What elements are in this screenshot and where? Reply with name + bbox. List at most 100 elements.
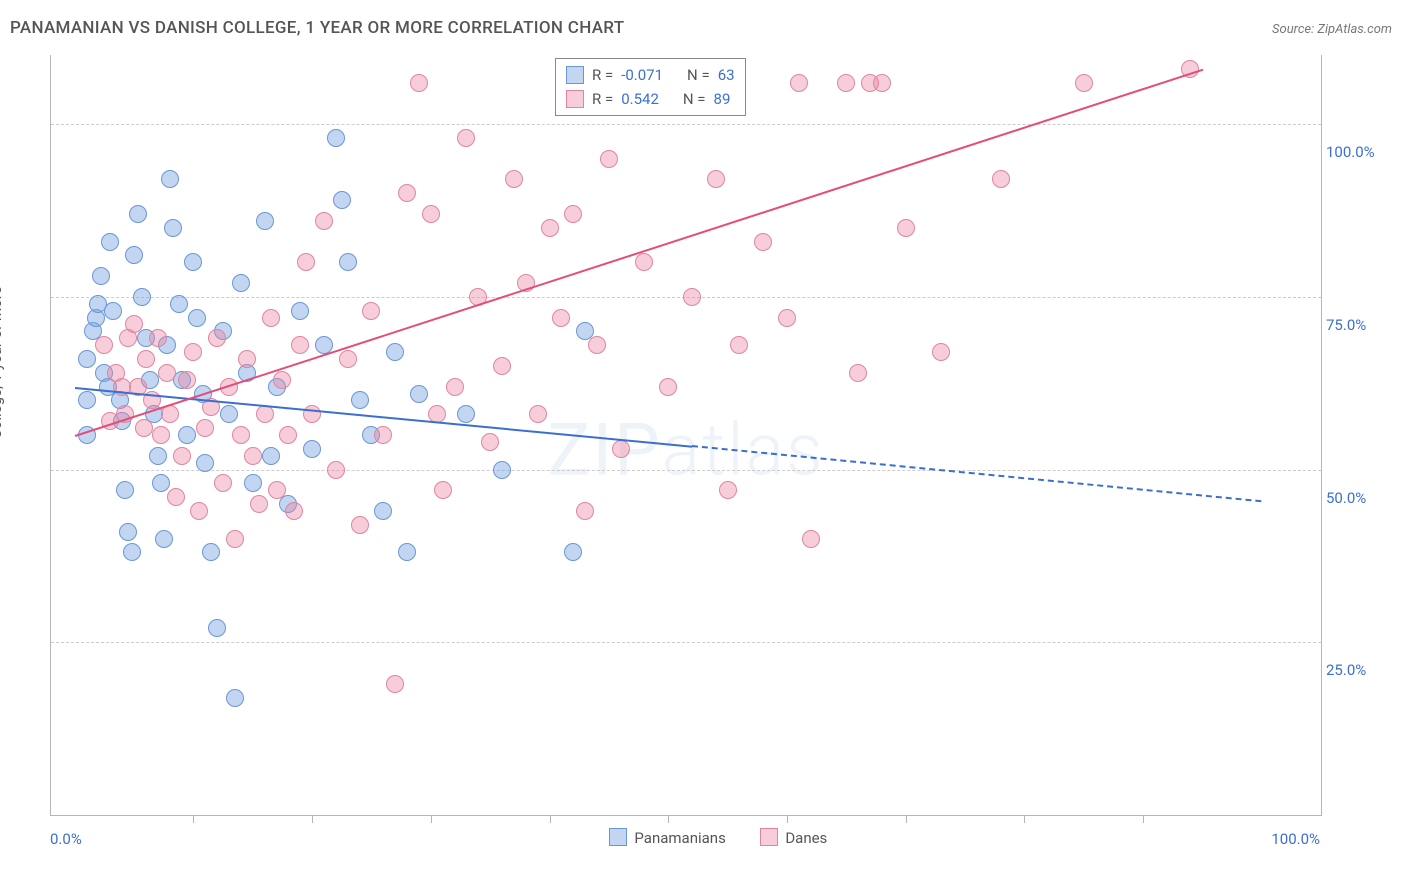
data-point-panamanians bbox=[116, 481, 134, 499]
data-point-danes bbox=[552, 309, 570, 327]
x-tick bbox=[1024, 815, 1025, 823]
legend-bottom: Panamanians Danes bbox=[0, 828, 1406, 847]
data-point-panamanians bbox=[184, 253, 202, 271]
data-point-panamanians bbox=[178, 426, 196, 444]
r-label: R = bbox=[592, 90, 613, 108]
x-tick bbox=[668, 815, 669, 823]
data-point-danes bbox=[481, 433, 499, 451]
n-label: N = bbox=[687, 66, 710, 84]
data-point-panamanians bbox=[398, 543, 416, 561]
data-point-panamanians bbox=[119, 523, 137, 541]
data-point-danes bbox=[256, 405, 274, 423]
data-point-panamanians bbox=[327, 129, 345, 147]
data-point-panamanians bbox=[374, 502, 392, 520]
data-point-danes bbox=[707, 170, 725, 188]
data-point-danes bbox=[576, 502, 594, 520]
data-point-panamanians bbox=[386, 343, 404, 361]
data-point-danes bbox=[992, 170, 1010, 188]
data-point-danes bbox=[873, 74, 891, 92]
data-point-danes bbox=[802, 530, 820, 548]
data-point-panamanians bbox=[78, 350, 96, 368]
x-tick bbox=[906, 815, 907, 823]
y-tick-label: 100.0% bbox=[1326, 143, 1386, 161]
data-point-danes bbox=[434, 481, 452, 499]
data-point-danes bbox=[362, 302, 380, 320]
data-point-danes bbox=[730, 336, 748, 354]
x-tick bbox=[787, 815, 788, 823]
data-point-danes bbox=[226, 530, 244, 548]
data-point-danes bbox=[529, 405, 547, 423]
data-point-danes bbox=[897, 219, 915, 237]
gridline bbox=[51, 470, 1321, 471]
data-point-danes bbox=[137, 350, 155, 368]
plot-area: ZIPatlas 25.0%50.0%75.0%100.0% bbox=[50, 55, 1322, 816]
data-point-panamanians bbox=[493, 461, 511, 479]
data-point-danes bbox=[493, 357, 511, 375]
data-point-danes bbox=[932, 343, 950, 361]
data-point-danes bbox=[588, 336, 606, 354]
n-value-panamanians: 63 bbox=[718, 66, 735, 84]
data-point-danes bbox=[612, 440, 630, 458]
legend-swatch-danes bbox=[760, 828, 778, 846]
data-point-panamanians bbox=[351, 391, 369, 409]
data-point-panamanians bbox=[133, 288, 151, 306]
data-point-panamanians bbox=[155, 530, 173, 548]
data-point-danes bbox=[214, 474, 232, 492]
data-point-danes bbox=[244, 447, 262, 465]
data-point-panamanians bbox=[125, 246, 143, 264]
data-point-danes bbox=[125, 315, 143, 333]
legend-swatch-panamanians bbox=[609, 828, 627, 846]
data-point-danes bbox=[152, 426, 170, 444]
data-point-danes bbox=[135, 419, 153, 437]
data-point-danes bbox=[167, 488, 185, 506]
data-point-panamanians bbox=[410, 385, 428, 403]
data-point-panamanians bbox=[161, 170, 179, 188]
x-tick bbox=[431, 815, 432, 823]
y-tick-label: 25.0% bbox=[1326, 661, 1386, 679]
data-point-panamanians bbox=[339, 253, 357, 271]
data-point-panamanians bbox=[104, 302, 122, 320]
x-tick bbox=[193, 815, 194, 823]
data-point-panamanians bbox=[129, 205, 147, 223]
data-point-panamanians bbox=[232, 274, 250, 292]
data-point-danes bbox=[659, 378, 677, 396]
correlation-swatch-panamanians bbox=[566, 66, 584, 84]
y-axis-title: College, 1 year or more bbox=[0, 286, 5, 439]
correlation-legend: R = -0.071 N = 63 R = 0.542 N = 89 bbox=[555, 58, 746, 116]
data-point-danes bbox=[374, 426, 392, 444]
data-point-danes bbox=[754, 233, 772, 251]
data-point-danes bbox=[600, 150, 618, 168]
x-tick bbox=[550, 815, 551, 823]
legend-label-panamanians: Panamanians bbox=[634, 829, 725, 847]
data-point-panamanians bbox=[188, 309, 206, 327]
data-point-danes bbox=[262, 309, 280, 327]
data-point-panamanians bbox=[291, 302, 309, 320]
data-point-danes bbox=[303, 405, 321, 423]
data-point-danes bbox=[398, 184, 416, 202]
r-value-panamanians: -0.071 bbox=[621, 66, 663, 84]
data-point-panamanians bbox=[202, 543, 220, 561]
data-point-danes bbox=[149, 329, 167, 347]
y-tick-label: 75.0% bbox=[1326, 316, 1386, 334]
data-point-panamanians bbox=[92, 267, 110, 285]
data-point-panamanians bbox=[226, 689, 244, 707]
data-point-danes bbox=[339, 350, 357, 368]
data-point-danes bbox=[719, 481, 737, 499]
data-point-danes bbox=[158, 364, 176, 382]
data-point-danes bbox=[635, 253, 653, 271]
data-point-panamanians bbox=[208, 619, 226, 637]
data-point-panamanians bbox=[457, 405, 475, 423]
data-point-danes bbox=[683, 288, 701, 306]
x-tick bbox=[312, 815, 313, 823]
data-point-danes bbox=[285, 502, 303, 520]
data-point-danes bbox=[95, 336, 113, 354]
trend-line bbox=[692, 445, 1262, 502]
correlation-swatch-danes bbox=[566, 90, 584, 108]
data-point-danes bbox=[790, 74, 808, 92]
data-point-danes bbox=[541, 219, 559, 237]
data-point-danes bbox=[564, 205, 582, 223]
data-point-danes bbox=[190, 502, 208, 520]
data-point-danes bbox=[778, 309, 796, 327]
r-value-danes: 0.542 bbox=[621, 90, 659, 108]
gridline bbox=[51, 124, 1321, 125]
